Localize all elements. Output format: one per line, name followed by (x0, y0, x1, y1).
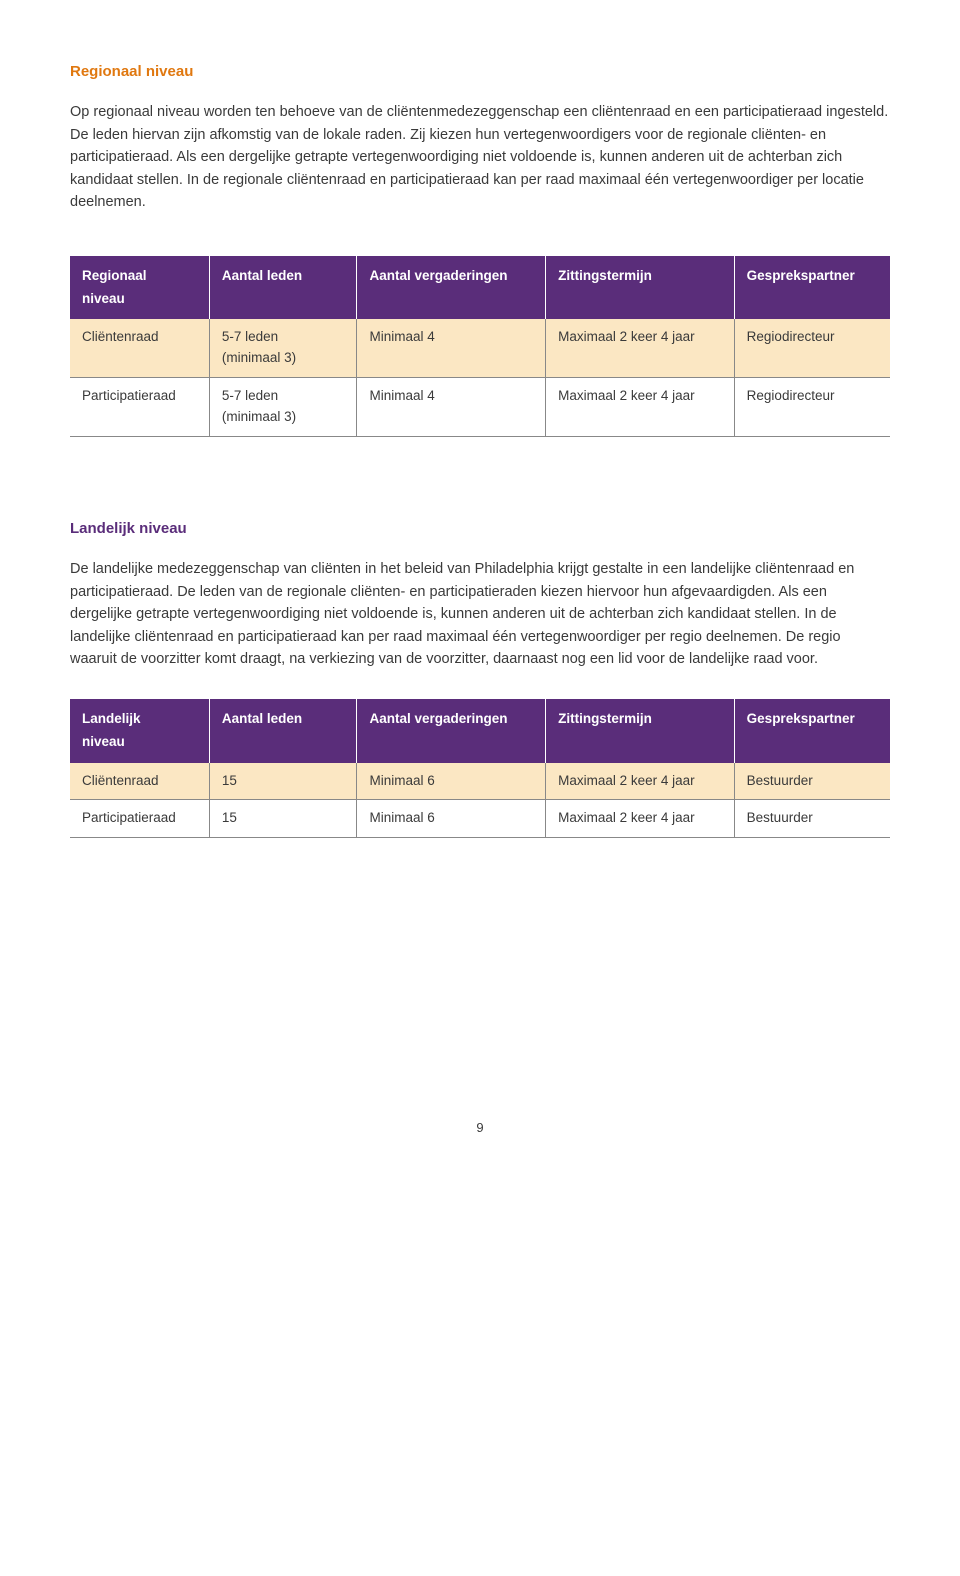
table-cell: Minimaal 4 (357, 319, 546, 377)
body-landelijk: De landelijke medezeggenschap van cliënt… (70, 558, 890, 670)
table-row: Cliëntenraad15Minimaal 6Maximaal 2 keer … (70, 763, 890, 800)
table-cell: Maximaal 2 keer 4 jaar (546, 378, 735, 437)
th-zittingstermijn: Zittingstermijn (546, 699, 735, 763)
th-aantal-vergaderingen: Aantal vergaderingen (357, 699, 546, 763)
th-aantal-leden: Aantal leden (209, 699, 357, 763)
table-cell: 15 (209, 800, 357, 838)
table-cell: Minimaal 4 (357, 378, 546, 437)
th-corner-bottom: niveau (82, 732, 197, 753)
th-aantal-leden: Aantal leden (209, 256, 357, 320)
section-regionaal: Regionaal niveau Op regionaal niveau wor… (70, 60, 890, 437)
table-cell: 5-7 leden(minimaal 3) (209, 378, 357, 437)
table-row: Cliëntenraad5-7 leden(minimaal 3)Minimaa… (70, 319, 890, 377)
section-landelijk: Landelijk niveau De landelijke medezegge… (70, 517, 890, 838)
table-regionaal: Regionaal niveau Aantal leden Aantal ver… (70, 256, 890, 438)
heading-landelijk: Landelijk niveau (70, 517, 890, 540)
table-row: Participatieraad5-7 leden(minimaal 3)Min… (70, 378, 890, 437)
th-zittingstermijn: Zittingstermijn (546, 256, 735, 320)
table-cell: Regiodirecteur (734, 319, 890, 377)
body-regionaal: Op regionaal niveau worden ten behoeve v… (70, 101, 890, 213)
th-corner: Landelijk niveau (70, 699, 209, 763)
table-cell: Maximaal 2 keer 4 jaar (546, 763, 735, 800)
table-cell: Maximaal 2 keer 4 jaar (546, 800, 735, 838)
th-aantal-vergaderingen: Aantal vergaderingen (357, 256, 546, 320)
table-cell: Maximaal 2 keer 4 jaar (546, 319, 735, 377)
table-cell: Minimaal 6 (357, 763, 546, 800)
table-cell: Minimaal 6 (357, 800, 546, 838)
th-corner-top: Landelijk (82, 711, 141, 726)
table-cell: 15 (209, 763, 357, 800)
heading-regionaal: Regionaal niveau (70, 60, 890, 83)
table-cell: Cliëntenraad (70, 319, 209, 377)
table-cell: Participatieraad (70, 378, 209, 437)
th-gesprekspartner: Gesprekspartner (734, 256, 890, 320)
table-header-row: Landelijk niveau Aantal leden Aantal ver… (70, 699, 890, 763)
th-corner-bottom: niveau (82, 289, 197, 310)
table-row: Participatieraad15Minimaal 6Maximaal 2 k… (70, 800, 890, 838)
th-corner-top: Regionaal (82, 268, 147, 283)
table-cell: Regiodirecteur (734, 378, 890, 437)
table-cell: Participatieraad (70, 800, 209, 838)
table-cell: Cliëntenraad (70, 763, 209, 800)
table-header-row: Regionaal niveau Aantal leden Aantal ver… (70, 256, 890, 320)
table2-body: Cliëntenraad15Minimaal 6Maximaal 2 keer … (70, 763, 890, 838)
table1-body: Cliëntenraad5-7 leden(minimaal 3)Minimaa… (70, 319, 890, 436)
table-cell: Bestuurder (734, 800, 890, 838)
table-cell: 5-7 leden(minimaal 3) (209, 319, 357, 377)
th-gesprekspartner: Gesprekspartner (734, 699, 890, 763)
page-number: 9 (70, 1118, 890, 1138)
table-landelijk: Landelijk niveau Aantal leden Aantal ver… (70, 699, 890, 839)
th-corner: Regionaal niveau (70, 256, 209, 320)
table-cell: Bestuurder (734, 763, 890, 800)
